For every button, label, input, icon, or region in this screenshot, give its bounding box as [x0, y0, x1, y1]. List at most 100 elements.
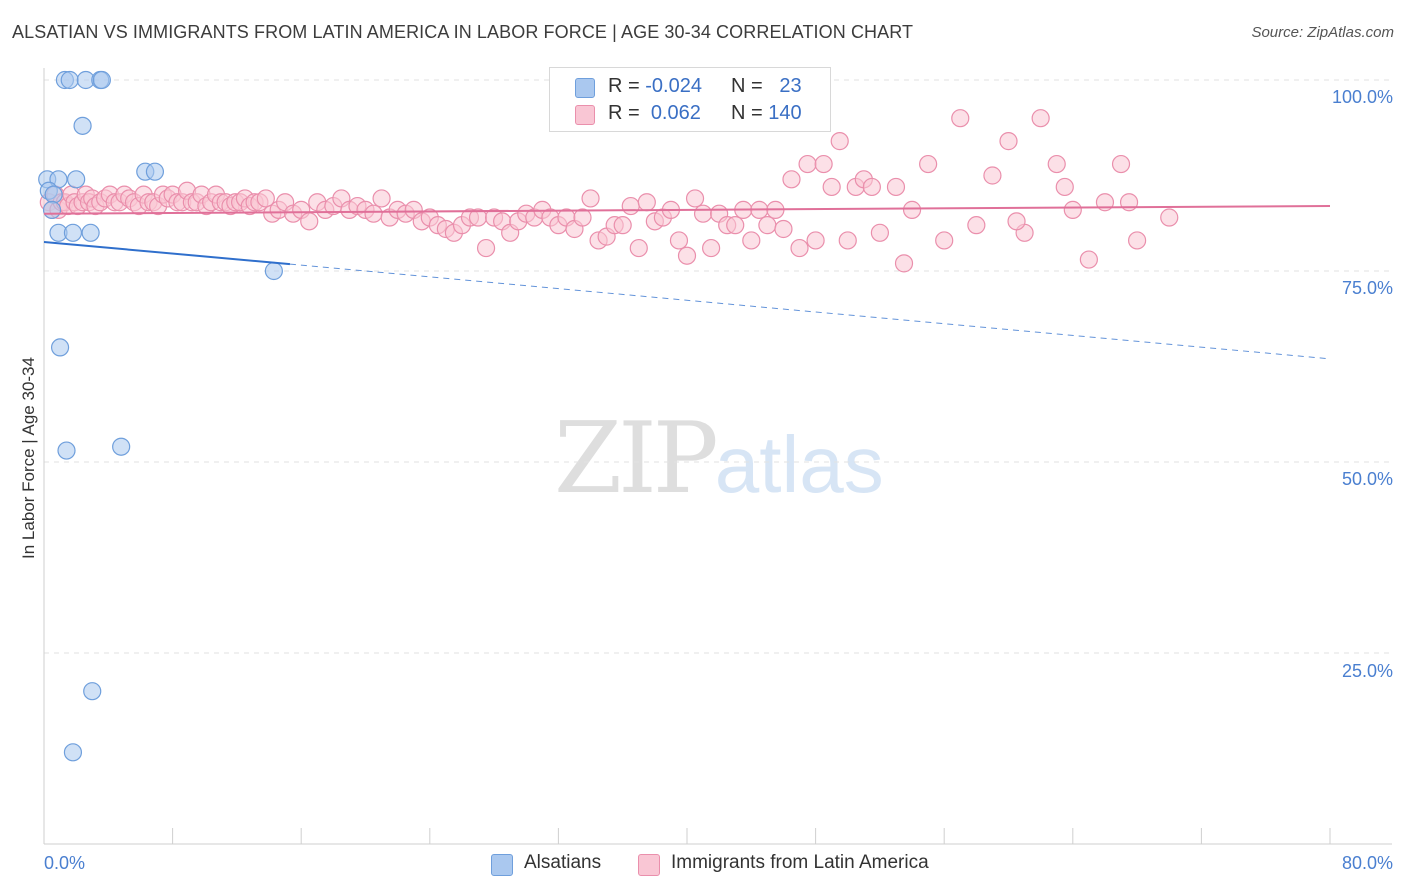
- data-point: [902, 200, 922, 219]
- legend-n-label: N =: [731, 102, 763, 124]
- legend-r-alsatians: R = -0.024: [608, 75, 702, 98]
- data-point: [300, 212, 319, 231]
- data-point: [702, 238, 721, 258]
- legend-r-value: 0.062: [650, 102, 701, 124]
- data-point: [677, 246, 697, 265]
- x-tick-label: 0.0%: [44, 853, 85, 873]
- watermark: ZIPatlas: [554, 402, 884, 516]
- data-point: [983, 166, 1002, 185]
- trend-line-immigrants: [43, 205, 1331, 215]
- data-point: [1079, 250, 1098, 269]
- data-point: [637, 193, 656, 212]
- y-axis-title: In Labor Force | Age 30-34: [19, 357, 38, 559]
- data-point: [774, 219, 793, 239]
- legend-swatch-immigrants: [575, 105, 595, 125]
- data-point: [790, 238, 809, 258]
- trend-line-alsatians: [43, 240, 291, 266]
- data-point: [726, 216, 745, 235]
- legend-n-value: 23: [779, 75, 802, 97]
- y-tick-label: 50.0%: [1342, 469, 1393, 489]
- data-point: [1160, 208, 1179, 227]
- series-immigrants-points: [39, 109, 1179, 273]
- data-point: [806, 231, 825, 250]
- data-point: [67, 170, 86, 189]
- data-point: [372, 189, 391, 208]
- data-point: [621, 196, 640, 216]
- data-point: [42, 200, 62, 219]
- data-point: [862, 177, 881, 197]
- gridlines: [44, 79, 1392, 654]
- data-point: [951, 109, 970, 128]
- legend-n-alsatians: N = 23: [731, 75, 802, 98]
- data-point: [73, 116, 92, 135]
- data-point: [1063, 200, 1082, 219]
- data-point: [613, 216, 632, 235]
- data-point: [814, 154, 833, 174]
- data-point: [63, 743, 83, 762]
- source-label: Source: ZipAtlas.com: [1251, 24, 1394, 41]
- correlation-legend: R = -0.024 N = 23 R = 0.062 N = 140: [549, 67, 831, 132]
- legend-label-immigrants: Immigrants from Latin America: [671, 852, 929, 873]
- legend-row-alsatians: R = -0.024 N = 23: [550, 73, 830, 101]
- data-point: [822, 177, 841, 197]
- data-point: [919, 154, 938, 174]
- data-point: [758, 216, 777, 235]
- legend-r-label: R =: [608, 75, 640, 97]
- data-point: [1007, 212, 1026, 231]
- data-point: [1127, 231, 1147, 250]
- trend-lines: [43, 205, 1331, 360]
- trend-line-alsatians-extension: [289, 263, 1331, 360]
- series-legend: Alsatians Immigrants from Latin America: [0, 852, 1406, 878]
- axis-labels: 100.0% 75.0% 50.0% 25.0% 0.0% 80.0% In Labor F…: [19, 87, 1393, 873]
- data-point: [1047, 154, 1066, 174]
- data-point: [476, 238, 496, 258]
- y-tick-label: 100.0%: [1332, 87, 1393, 107]
- legend-swatch-alsatians: [575, 78, 595, 98]
- data-point: [838, 231, 857, 250]
- data-point: [999, 132, 1018, 151]
- data-point: [92, 70, 111, 90]
- axes: [43, 68, 1392, 845]
- data-point: [967, 216, 986, 235]
- data-point: [83, 682, 102, 701]
- data-point: [742, 231, 761, 250]
- chart-title: ALSATIAN VS IMMIGRANTS FROM LATIN AMERIC…: [12, 22, 914, 42]
- data-point: [685, 189, 705, 208]
- data-point: [1055, 177, 1074, 197]
- legend-row-immigrants: R = 0.062 N = 140: [550, 100, 830, 128]
- data-point: [256, 189, 275, 208]
- data-point: [870, 223, 890, 242]
- data-point: [669, 231, 689, 250]
- y-tick-label: 25.0%: [1342, 661, 1393, 681]
- data-point: [44, 185, 63, 204]
- data-point: [50, 338, 70, 357]
- series-alsatians-points: [38, 70, 283, 762]
- data-point: [81, 223, 100, 242]
- data-point: [935, 231, 954, 250]
- data-point: [798, 154, 817, 174]
- data-point: [1031, 109, 1050, 128]
- legend-n-label: N =: [731, 75, 763, 97]
- data-point: [364, 204, 383, 223]
- legend-r-value: -0.024: [645, 75, 702, 97]
- data-point: [60, 70, 79, 90]
- legend-n-immigrants: N = 140: [731, 102, 802, 125]
- y-tick-label: 75.0%: [1342, 278, 1393, 298]
- data-point: [57, 441, 76, 460]
- data-point: [693, 204, 713, 223]
- data-point: [1111, 154, 1131, 174]
- legend-n-value: 140: [768, 102, 802, 124]
- data-point: [264, 261, 283, 281]
- data-point: [886, 177, 906, 197]
- data-point: [573, 208, 592, 227]
- legend-label-alsatians: Alsatians: [524, 852, 602, 873]
- data-point: [112, 437, 131, 456]
- watermark-atlas: atlas: [714, 420, 884, 509]
- data-point: [894, 254, 914, 273]
- data-point: [830, 132, 849, 151]
- data-point: [63, 223, 83, 242]
- legend-swatch-alsatians: [491, 854, 513, 876]
- data-point: [581, 189, 600, 208]
- watermark-zip: ZIP: [554, 402, 719, 516]
